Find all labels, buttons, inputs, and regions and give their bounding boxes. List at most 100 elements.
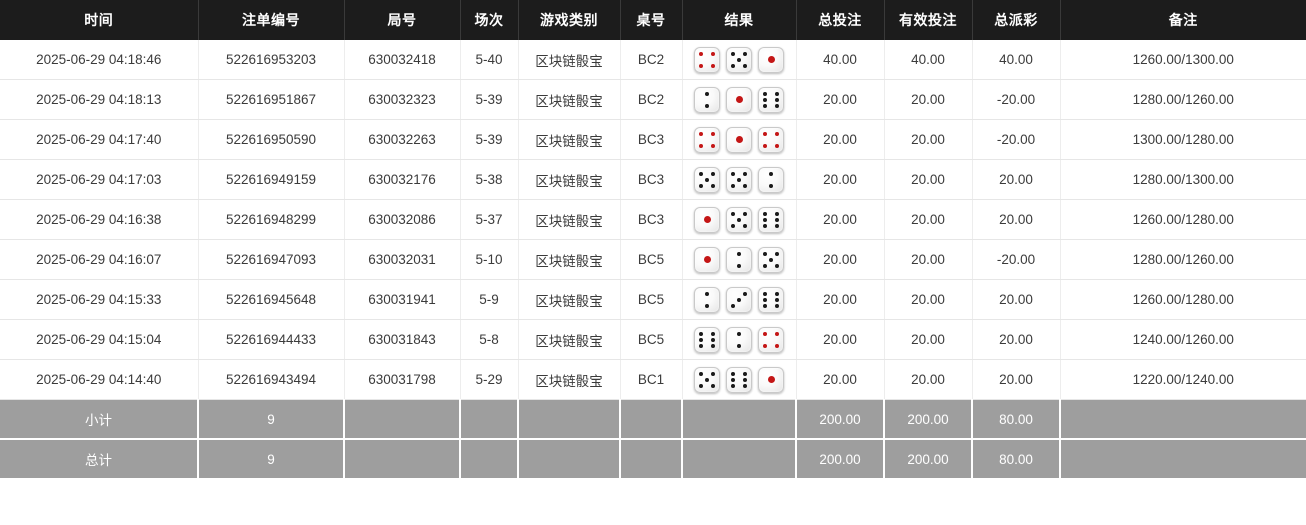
table-row[interactable]: 2025-06-29 04:16:07 522616947093 630032031…	[0, 239, 1306, 280]
dice-pip	[775, 103, 779, 108]
dice-pip	[775, 291, 779, 296]
dice-5-icon	[694, 166, 720, 193]
table-row[interactable]: 2025-06-29 04:15:04 522616944433 630031843…	[0, 319, 1306, 360]
dice-pip	[731, 51, 735, 56]
dice-2-icon	[726, 246, 752, 273]
column-header-result[interactable]: 结果	[682, 0, 797, 40]
table-row[interactable]: 2025-06-29 04:17:03 522616949159 630032176…	[0, 159, 1306, 200]
cell-remark: 1260.00/1300.00	[1060, 40, 1306, 80]
dice-pip	[763, 303, 767, 308]
table-row[interactable]: 2025-06-29 04:17:40 522616950590 630032263…	[0, 119, 1306, 160]
table-row[interactable]: 2025-06-29 04:14:40 522616943494 630031798…	[0, 359, 1306, 400]
column-header-table_no[interactable]: 桌号	[620, 0, 683, 40]
dice-pip	[699, 183, 703, 188]
dice-pip	[731, 63, 735, 68]
cell-table_no: BC5	[620, 319, 683, 360]
cell-total_bet[interactable]: 20.00	[796, 279, 885, 320]
cell-session: 5-39	[460, 79, 519, 120]
cell-total_bet[interactable]: 20.00	[796, 119, 885, 160]
cell-bet_id: 522616943494	[198, 359, 345, 400]
dice-pip	[743, 223, 747, 228]
summary-result	[682, 439, 797, 478]
cell-round_no: 630032263	[344, 119, 461, 160]
column-header-round_no[interactable]: 局号	[344, 0, 461, 40]
cell-round_no: 630031798	[344, 359, 461, 400]
cell-total_payout: 20.00	[972, 199, 1061, 240]
cell-total_bet[interactable]: 20.00	[796, 159, 885, 200]
dice-group	[689, 166, 790, 193]
cell-total_bet[interactable]: 20.00	[796, 239, 885, 280]
cell-game_type: 区块链骰宝	[518, 79, 621, 120]
dice-pip	[743, 383, 747, 388]
summary-table_no	[620, 399, 683, 440]
cell-time: 2025-06-29 04:18:46	[0, 40, 199, 80]
cell-time: 2025-06-29 04:18:13	[0, 79, 199, 120]
dice-pip	[731, 211, 735, 216]
cell-session: 5-29	[460, 359, 519, 400]
dice-pip	[731, 223, 735, 228]
summary-total_payout: 80.00	[972, 399, 1061, 440]
table-row[interactable]: 2025-06-29 04:18:46 522616953203 630032418…	[0, 40, 1306, 80]
summary-remark	[1060, 399, 1306, 440]
dice-pip	[743, 371, 747, 376]
cell-result	[682, 119, 797, 160]
table-row[interactable]: 2025-06-29 04:16:38 522616948299 630032086…	[0, 199, 1306, 240]
cell-game_type: 区块链骰宝	[518, 119, 621, 160]
column-header-game_type[interactable]: 游戏类别	[518, 0, 621, 40]
dice-pip	[775, 303, 779, 308]
cell-round_no: 630032031	[344, 239, 461, 280]
cell-total_payout: 20.00	[972, 319, 1061, 360]
dice-pip	[775, 91, 779, 96]
cell-table_no: BC3	[620, 119, 683, 160]
cell-session: 5-37	[460, 199, 519, 240]
cell-valid_bet: 20.00	[884, 319, 973, 360]
summary-count: 9	[198, 439, 345, 478]
cell-total_bet[interactable]: 20.00	[796, 199, 885, 240]
cell-game_type: 区块链骰宝	[518, 159, 621, 200]
dice-5-icon	[726, 206, 752, 233]
column-header-valid_bet[interactable]: 有效投注	[884, 0, 973, 40]
dice-pip	[743, 63, 747, 68]
dice-5-icon	[726, 166, 752, 193]
cell-total_bet[interactable]: 20.00	[796, 359, 885, 400]
column-header-remark[interactable]: 备注	[1060, 0, 1306, 40]
cell-remark: 1280.00/1260.00	[1060, 239, 1306, 280]
cell-remark: 1280.00/1260.00	[1060, 79, 1306, 120]
dice-pip	[731, 383, 735, 388]
dice-pip	[763, 343, 767, 348]
cell-remark: 1260.00/1280.00	[1060, 199, 1306, 240]
column-header-total_bet[interactable]: 总投注	[796, 0, 885, 40]
dice-1-icon	[694, 206, 720, 233]
dice-pip	[769, 171, 773, 176]
dice-2-icon	[694, 86, 720, 113]
cell-total_bet[interactable]: 20.00	[796, 319, 885, 360]
column-header-time[interactable]: 时间	[0, 0, 199, 40]
column-header-total_payout[interactable]: 总派彩	[972, 0, 1061, 40]
dice-2-icon	[726, 326, 752, 353]
cell-time: 2025-06-29 04:15:33	[0, 279, 199, 320]
cell-round_no: 630031843	[344, 319, 461, 360]
summary-table_no	[620, 439, 683, 478]
dice-pip	[763, 97, 767, 102]
dice-pip	[767, 376, 775, 383]
dice-pip	[735, 96, 743, 103]
dice-pip	[737, 331, 741, 336]
dice-pip	[705, 303, 709, 308]
cell-valid_bet: 20.00	[884, 79, 973, 120]
cell-total_bet[interactable]: 40.00	[796, 40, 885, 80]
column-header-session[interactable]: 场次	[460, 0, 519, 40]
dice-pip	[699, 383, 703, 388]
cell-total_payout: -20.00	[972, 119, 1061, 160]
cell-session: 5-10	[460, 239, 519, 280]
dice-4-icon	[694, 46, 720, 73]
table-row[interactable]: 2025-06-29 04:18:13 522616951867 630032323…	[0, 79, 1306, 120]
cell-session: 5-40	[460, 40, 519, 80]
dice-pip	[711, 183, 715, 188]
cell-game_type: 区块链骰宝	[518, 359, 621, 400]
dice-pip	[699, 51, 703, 56]
column-header-bet_id[interactable]: 注单编号	[198, 0, 345, 40]
dice-4-icon	[694, 126, 720, 153]
dice-pip	[731, 377, 735, 382]
table-row[interactable]: 2025-06-29 04:15:33 522616945648 630031941…	[0, 279, 1306, 320]
cell-total_bet[interactable]: 20.00	[796, 79, 885, 120]
